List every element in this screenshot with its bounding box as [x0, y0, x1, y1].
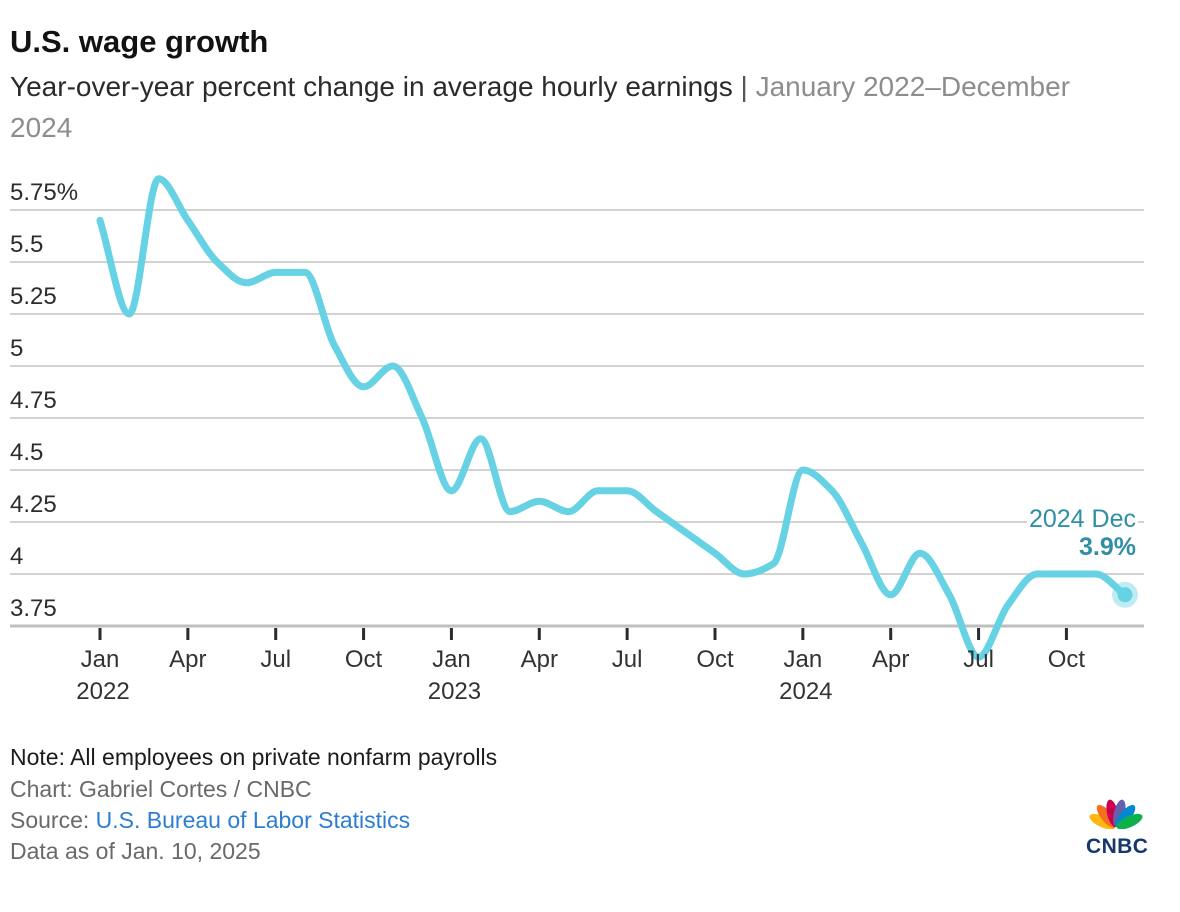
- x-axis-year-label: 2023: [427, 678, 482, 705]
- y-axis-label: 5.5: [10, 231, 44, 258]
- annotation-date: 2024 Dec: [1026, 505, 1138, 533]
- annotation-value: 3.9%: [1077, 533, 1138, 561]
- x-axis-year-label: 2022: [76, 678, 130, 705]
- subtitle-main: Year-over-year percent change in average…: [10, 71, 733, 102]
- y-axis-label: 4: [10, 543, 24, 570]
- source-label: Source:: [10, 807, 96, 833]
- x-axis-month-label: Oct: [696, 646, 734, 673]
- cnbc-logo: CNBC: [1086, 791, 1149, 859]
- y-axis-label: 4.75: [10, 387, 57, 414]
- y-axis-label: 4.5: [10, 439, 44, 466]
- x-axis-month-label: Apr: [520, 646, 558, 673]
- chart-subtitle: Year-over-year percent change in average…: [10, 66, 1105, 148]
- y-axis-label: 5.25: [10, 283, 57, 310]
- x-axis-month-label: Jul: [963, 646, 994, 673]
- x-axis-year-label: 2024: [779, 678, 833, 705]
- x-axis-month-label: Oct: [1047, 646, 1086, 673]
- note-text: Note: All employees on private nonfarm p…: [10, 744, 498, 770]
- source-line: Source: U.S. Bureau of Labor Statistics: [10, 807, 410, 833]
- x-axis-month-label: Jan: [432, 646, 471, 673]
- chart-credit: Chart: Gabriel Cortes / CNBC: [10, 776, 312, 802]
- trend-line: [96, 175, 1129, 661]
- source-link[interactable]: U.S. Bureau of Labor Statistics: [95, 807, 411, 833]
- y-axis-label: 3.75: [10, 595, 57, 622]
- page-title: U.S. wage growth: [10, 24, 269, 59]
- y-axis-label: 5.75%: [10, 179, 79, 206]
- end-point-annotation: 2024 Dec 3.9%: [1026, 505, 1138, 561]
- y-axis-label: 4.25: [10, 491, 57, 518]
- peacock-feather: [1116, 813, 1143, 830]
- x-axis-month-label: Oct: [344, 646, 383, 673]
- x-axis-month-label: Jan: [783, 646, 823, 673]
- end-point-dot: [1117, 587, 1133, 603]
- logo-text: CNBC: [1086, 835, 1149, 858]
- peacock-icon: [1089, 799, 1143, 830]
- x-axis-month-label: Jul: [611, 646, 643, 673]
- subtitle-period: January 2022–December 2024: [10, 71, 1071, 143]
- x-axis-month-label: Apr: [169, 646, 207, 673]
- x-axis-month-label: Jul: [260, 646, 292, 673]
- x-axis-month-label: Apr: [872, 646, 910, 673]
- subtitle-separator: |: [732, 71, 756, 102]
- data-as-of: Data as of Jan. 10, 2025: [10, 838, 261, 864]
- y-axis-label: 5: [10, 335, 24, 362]
- x-axis-month-label: Jan: [80, 646, 120, 673]
